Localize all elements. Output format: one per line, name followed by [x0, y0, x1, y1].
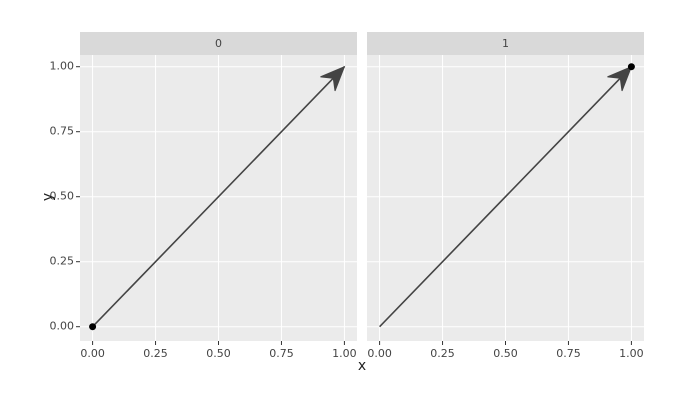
point — [89, 323, 97, 331]
y-tick-label: 0.00 — [50, 320, 75, 333]
y-tick-label: 0.25 — [50, 255, 75, 268]
point — [627, 63, 635, 71]
x-axis-label: x — [358, 358, 366, 374]
y-tick-label: 0.50 — [50, 190, 75, 203]
x-tick-label: 0.25 — [143, 347, 168, 360]
x-tick-label: 0.75 — [556, 347, 581, 360]
facet-title: 0 — [215, 37, 222, 50]
arrow-head — [607, 65, 633, 92]
x-tick-label: 0.50 — [493, 347, 518, 360]
x-tick-label: 0.25 — [430, 347, 455, 360]
x-tick-label: 1.00 — [332, 347, 357, 360]
y-tick-label: 0.75 — [50, 125, 75, 138]
x-tick-label: 0.00 — [80, 347, 105, 360]
strip — [80, 32, 357, 55]
y-axis-label: y — [40, 193, 56, 201]
facet-title: 1 — [502, 37, 509, 50]
arrow-head — [320, 65, 346, 92]
arrow-line — [92, 66, 345, 328]
strip — [367, 32, 644, 55]
x-tick-label: 1.00 — [619, 347, 644, 360]
x-tick-label: 0.00 — [367, 347, 392, 360]
x-tick-label: 0.50 — [206, 347, 231, 360]
x-tick-label: 0.75 — [269, 347, 294, 360]
arrow-line — [379, 66, 632, 328]
y-tick-label: 1.00 — [50, 60, 75, 73]
